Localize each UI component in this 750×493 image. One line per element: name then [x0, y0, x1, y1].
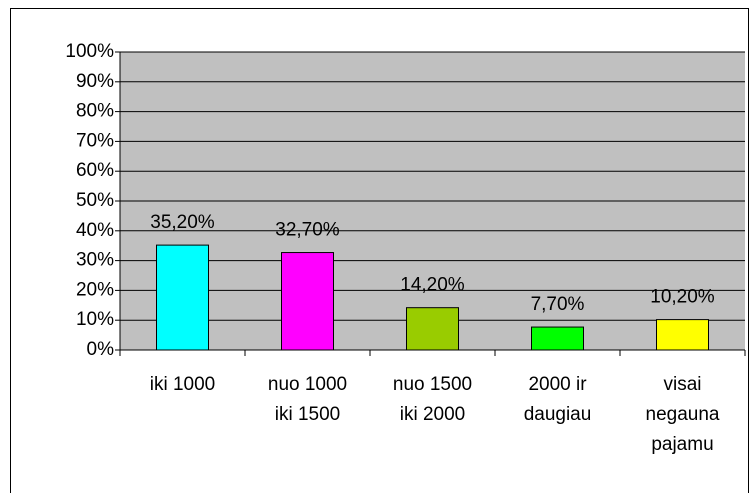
- y-tick-label: 80%: [76, 101, 114, 122]
- y-tick-label: 70%: [76, 130, 114, 151]
- x-tick-label: nuo 1000 iki 1500: [267, 374, 348, 425]
- x-tick-label: visai negauna pajamu: [645, 374, 720, 455]
- bar: [281, 252, 334, 351]
- data-label: 14,20%: [400, 275, 465, 296]
- y-tick-label: 100%: [65, 41, 114, 62]
- x-tick-label: 2000 ir daugiau: [523, 374, 592, 425]
- y-tick-label: 90%: [76, 71, 114, 92]
- bar: [406, 307, 459, 351]
- y-tick-label: 0%: [87, 339, 115, 360]
- bar: [156, 244, 209, 351]
- data-label: 7,70%: [531, 294, 585, 315]
- data-label: 32,70%: [275, 220, 340, 241]
- x-tick-label: nuo 1500 iki 2000: [392, 374, 473, 425]
- y-tick-label: 50%: [76, 190, 114, 211]
- bar: [531, 326, 584, 351]
- bar: [656, 319, 709, 351]
- y-tick-label: 10%: [76, 309, 114, 330]
- y-tick-label: 40%: [76, 220, 114, 241]
- data-label: 10,20%: [650, 287, 715, 308]
- y-tick-label: 60%: [76, 160, 114, 181]
- y-tick-label: 30%: [76, 250, 114, 271]
- y-tick-label: 20%: [76, 279, 114, 300]
- x-tick-label: iki 1000: [149, 374, 216, 395]
- data-label: 35,20%: [150, 212, 215, 233]
